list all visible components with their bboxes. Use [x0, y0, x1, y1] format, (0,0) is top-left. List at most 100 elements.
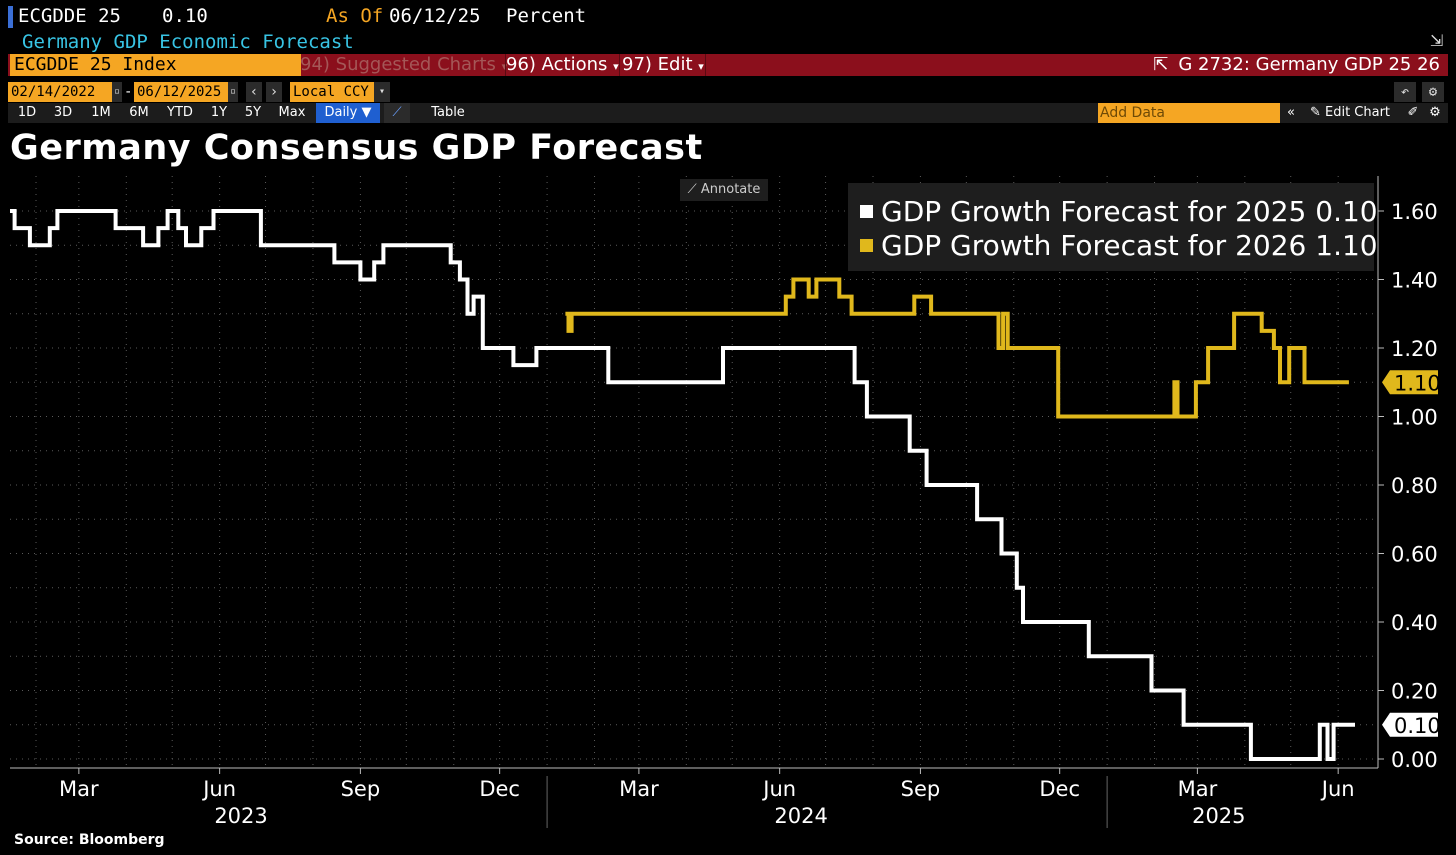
chevron-down-icon: ▾: [698, 60, 704, 73]
last-value-label-2026: 1.10: [1394, 371, 1441, 395]
toolbar: ECGDDE 25 Index 94) Suggested Charts ▾ 9…: [8, 54, 1448, 76]
edit-menu[interactable]: 97) Edit ▾: [622, 54, 704, 76]
calendar-icon[interactable]: ▫: [112, 82, 122, 102]
legend-item-2026: GDP Growth Forecast for 2026 1.10: [860, 229, 1378, 263]
x-tick-label: Sep: [341, 777, 381, 801]
divider: [619, 54, 620, 76]
legend-value-2026: 1.10: [1315, 229, 1378, 262]
end-date-field[interactable]: 06/12/2025: [134, 82, 232, 102]
calendar-icon[interactable]: ▫: [228, 82, 238, 102]
x-tick-label: Mar: [619, 777, 659, 801]
add-data-input[interactable]: Add Data: [1098, 103, 1280, 123]
chart-legend: GDP Growth Forecast for 2025 0.10 GDP Gr…: [848, 183, 1378, 271]
x-year-label: 2024: [774, 804, 827, 828]
x-tick-label: Dec: [1039, 777, 1080, 801]
divider: [505, 54, 506, 76]
next-arrow-icon[interactable]: ›: [266, 82, 282, 102]
last-value-callout-2026: [1382, 370, 1438, 395]
frequency-label: Daily: [324, 105, 358, 120]
legend-swatch-2026: [860, 238, 873, 252]
series-line-2026: [565, 277, 1349, 419]
y-tick-label: 1.20: [1391, 337, 1438, 361]
as-of-label: As Of: [326, 5, 384, 27]
chart-code-label: G 2732: Germany GDP 25 26: [1178, 54, 1440, 75]
chart-code-link[interactable]: ⇱ G 2732: Germany GDP 25 26: [1153, 54, 1440, 76]
annotate-label: Annotate: [700, 182, 761, 197]
launch-icon: ⇱: [1153, 54, 1169, 75]
y-tick-label: 0.80: [1391, 474, 1438, 498]
last-value: 0.10: [162, 5, 208, 27]
y-tick-label: 1.00: [1391, 406, 1438, 430]
legend-label-2025: GDP Growth Forecast for 2025: [881, 195, 1307, 228]
timeframe-3d[interactable]: 3D: [53, 105, 73, 120]
pencil-icon: ⟋: [687, 182, 697, 197]
suggested-charts-label: 94) Suggested Charts: [300, 54, 496, 75]
prev-arrow-icon[interactable]: ‹: [246, 82, 262, 102]
expand-icon[interactable]: ⇲: [1430, 31, 1444, 50]
end-date-value: 06/12/2025: [137, 84, 222, 100]
timeframe-ytd[interactable]: YTD: [167, 105, 193, 120]
security-marker: [8, 6, 13, 28]
range-dash: -: [124, 84, 133, 100]
security-header: ECGDDE 25 0.10 As Of 06/12/25 Percent: [0, 0, 1456, 32]
start-date-field[interactable]: 02/14/2022: [8, 82, 118, 102]
actions-menu[interactable]: 96) Actions ▾: [506, 54, 619, 76]
currency-select[interactable]: Local CCY: [290, 82, 374, 102]
currency-value: Local CCY: [293, 84, 369, 100]
line-chart-icon[interactable]: ⟋: [384, 103, 410, 123]
y-tick-label: 0.60: [1391, 543, 1438, 567]
last-value-label-2025: 0.10: [1394, 714, 1441, 738]
undo-icon[interactable]: ↶: [1394, 82, 1416, 102]
y-tick-label: 1.40: [1391, 269, 1438, 293]
y-tick-label: 0.40: [1391, 611, 1438, 635]
pencil-icon: ✎: [1309, 105, 1321, 120]
table-button[interactable]: Table: [431, 105, 465, 120]
chart-title: Germany Consensus GDP Forecast: [10, 128, 703, 168]
legend-value-2025: 0.10: [1315, 195, 1378, 228]
x-year-label: 2023: [214, 804, 267, 828]
timeframe-row: 1D 3D 1M 6M YTD 1Y 5Y Max Daily ▼ ⟋ Tabl…: [8, 103, 1448, 123]
y-tick-label: 0.20: [1391, 680, 1438, 704]
x-tick-label: Jun: [1320, 777, 1355, 801]
settings-icon[interactable]: ⚙: [1422, 82, 1444, 102]
annotate-button[interactable]: ⟋ Annotate: [680, 179, 768, 201]
legend-label-2026: GDP Growth Forecast for 2026: [881, 229, 1307, 262]
y-tick-label: 0.00: [1391, 748, 1438, 772]
x-tick-label: Jun: [201, 777, 236, 801]
collapse-icon[interactable]: «: [1287, 105, 1295, 120]
timeframe-1y[interactable]: 1Y: [210, 105, 228, 120]
legend-swatch-2025: [860, 204, 873, 218]
series-line-2025: [10, 209, 1355, 761]
timeframe-6m[interactable]: 6M: [129, 105, 149, 120]
frequency-select[interactable]: Daily ▼: [316, 103, 380, 123]
legend-item-2025: GDP Growth Forecast for 2025 0.10: [860, 195, 1378, 229]
edit-chart-button[interactable]: ✎ Edit Chart: [1304, 103, 1396, 123]
chart-edit-icon[interactable]: ✐: [1407, 105, 1419, 120]
x-tick-label: Mar: [1178, 777, 1218, 801]
timeframe-1m[interactable]: 1M: [91, 105, 111, 120]
y-tick-label: 1.60: [1391, 200, 1438, 224]
index-field[interactable]: ECGDDE 25 Index: [10, 54, 301, 76]
timeframe-1d[interactable]: 1D: [17, 105, 37, 120]
x-tick-label: Jun: [761, 777, 796, 801]
chevron-down-icon: ▼: [361, 105, 372, 120]
edit-chart-label: Edit Chart: [1325, 105, 1391, 120]
x-year-label: 2025: [1192, 804, 1245, 828]
as-of-date: 06/12/25: [389, 5, 481, 27]
unit-label: Percent: [506, 5, 587, 27]
start-date-value: 02/14/2022: [11, 84, 96, 100]
chevron-down-icon: ▾: [613, 60, 619, 73]
x-tick-label: Sep: [901, 777, 941, 801]
last-value-callout-2025: [1382, 712, 1438, 737]
x-tick-label: Mar: [59, 777, 99, 801]
chevron-down-icon[interactable]: ▾: [374, 82, 390, 102]
source-note: Source: Bloomberg: [14, 832, 165, 848]
timeframe-5y[interactable]: 5Y: [244, 105, 262, 120]
divider: [705, 54, 706, 76]
chevron-down-icon: ▾: [502, 60, 508, 73]
timeframe-max[interactable]: Max: [278, 105, 306, 120]
security-description: Germany GDP Economic Forecast: [22, 31, 354, 53]
suggested-charts-menu[interactable]: 94) Suggested Charts ▾: [300, 54, 507, 76]
settings-icon[interactable]: ⚙: [1429, 105, 1441, 120]
